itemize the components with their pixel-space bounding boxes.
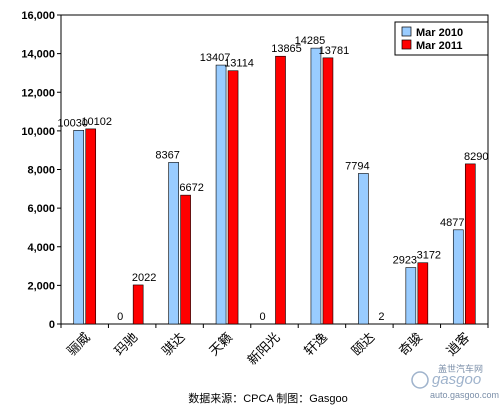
data-label: 10102 (81, 116, 112, 128)
watermark: gasgoo 盖世汽车网 auto.gasgoo.com (411, 363, 499, 400)
bar-mar-2010 (215, 64, 227, 325)
bar-mar-2011 (85, 128, 97, 325)
bar-mar-2010 (168, 162, 179, 325)
data-label: 2 (378, 311, 384, 323)
data-label: 13114 (224, 58, 254, 70)
data-label: 7794 (345, 160, 369, 172)
category-label: 天籁 (206, 330, 235, 359)
data-label: 4877 (440, 217, 464, 229)
category-label: 骊威 (64, 330, 93, 359)
legend-swatch-mar-2011 (401, 39, 412, 50)
bar-mar-2010 (310, 47, 322, 325)
y-tick-label: 8,000 (27, 165, 55, 177)
category-label: 轩逸 (301, 330, 330, 359)
data-label: 8290 (464, 151, 488, 163)
data-label: 10030 (57, 117, 88, 129)
y-tick-label: 6,000 (27, 203, 55, 215)
watermark-sub: 盖世汽车网 (438, 363, 483, 374)
data-label: 13407 (200, 52, 231, 64)
data-label: 13781 (319, 45, 350, 57)
y-axis: 0 2,000 4,000 6,000 8,000 10,000 12,000 14,000 1… (21, 10, 61, 331)
watermark-url: auto.gasgoo.com (430, 390, 499, 400)
data-labels: 1003010102020228367667213407131140138651… (57, 35, 488, 323)
data-label: 6672 (179, 182, 203, 194)
data-label: 8367 (155, 149, 179, 161)
bar-mar-2011 (227, 70, 239, 325)
bar-mar-2011 (464, 163, 476, 325)
bar-mar-2010 (358, 173, 369, 325)
watermark-brand: gasgoo (432, 371, 481, 388)
category-label: 奇骏 (396, 330, 425, 359)
y-tick-label: 12,000 (21, 87, 55, 99)
data-label: 13865 (271, 43, 302, 55)
bar-mar-2010 (405, 267, 417, 325)
y-tick-label: 0 (49, 319, 55, 331)
data-label: 3172 (417, 250, 441, 262)
category-label: 玛驰 (111, 330, 140, 359)
category-label: 颐达 (349, 330, 378, 359)
watermark-logo-icon (411, 371, 429, 389)
category-label: 骐达 (159, 330, 188, 359)
data-label: 0 (117, 311, 123, 323)
bar-mar-2011 (180, 194, 191, 325)
bar-mar-2010 (452, 229, 464, 325)
legend: Mar 2010 Mar 2011 (394, 21, 489, 56)
x-axis: 骊威 玛驰 骐达 天籁 新阳光 轩逸 颐达 奇骏 逍客 (60, 324, 489, 368)
plot-area (60, 14, 489, 325)
bar-mar-2011 (322, 57, 334, 325)
legend-swatch-mar-2010 (401, 26, 412, 37)
data-label: 2022 (132, 272, 156, 284)
data-label: 0 (259, 311, 265, 323)
data-label: 14285 (295, 35, 326, 47)
y-tick-label: 10,000 (21, 126, 55, 138)
y-tick-label: 16,000 (21, 10, 55, 22)
bar-mar-2010 (73, 129, 85, 325)
bar-mar-2011 (417, 262, 429, 325)
category-label: 新阳光 (244, 330, 282, 368)
legend-label-mar-2011: Mar 2011 (416, 40, 462, 52)
y-tick-label: 4,000 (27, 242, 55, 254)
data-label: 2923 (393, 255, 417, 267)
legend-label-mar-2010: Mar 2010 (416, 27, 463, 39)
source-note: 数据来源：CPCA 制图：Gasgoo (188, 391, 348, 405)
category-label: 逍客 (443, 330, 472, 359)
bars (73, 47, 476, 325)
bar-mar-2011 (275, 55, 286, 325)
bar-mar-2011 (132, 284, 144, 325)
y-tick-label: 14,000 (21, 49, 55, 61)
y-tick-label: 2,000 (27, 280, 55, 292)
